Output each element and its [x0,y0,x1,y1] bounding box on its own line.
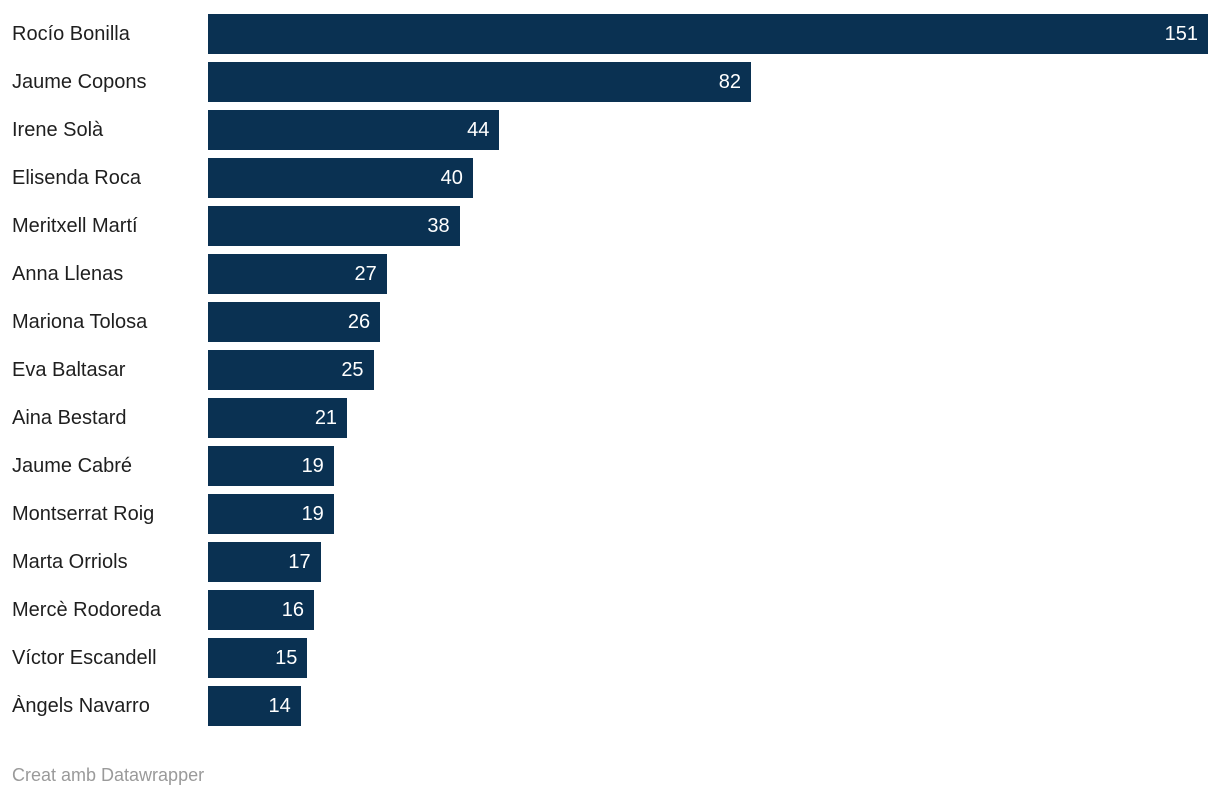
chart-row: Meritxell Martí 38 [0,202,1208,250]
bar-value-label: 82 [718,70,742,93]
bar: 14 [208,686,301,726]
bar: 25 [208,350,374,390]
bar-track: 14 [208,686,1208,726]
bar-track: 19 [208,446,1208,486]
category-label: Meritxell Martí [12,214,138,237]
bar-track: 27 [208,254,1208,294]
category-label: Rocío Bonilla [12,22,130,45]
bar-track: 40 [208,158,1208,198]
bar-track: 151 [208,14,1208,54]
chart-row: Eva Baltasar 25 [0,346,1208,394]
chart-rows: Rocío Bonilla 151 Jaume Copons 82 Irene … [0,10,1208,730]
category-label: Mercè Rodoreda [12,598,161,621]
bar-value-label: 26 [347,310,371,333]
bar-track: 16 [208,590,1208,630]
category-label: Eva Baltasar [12,358,126,381]
bar-value-label: 151 [1164,22,1198,45]
bar: 19 [208,494,334,534]
chart-row: Aina Bestard 21 [0,394,1208,442]
bar-value-label: 44 [467,118,490,141]
bar-value-label: 17 [288,550,311,573]
category-label: Víctor Escandell [12,646,157,669]
category-label: Jaume Cabré [12,454,133,477]
bar: 26 [208,302,381,342]
bar: 21 [208,398,348,438]
chart-row: Mercè Rodoreda 16 [0,586,1208,634]
bar-value-label: 15 [275,646,298,669]
chart-row: Mariona Tolosa 26 [0,298,1208,346]
chart-row: Montserrat Roig 19 [0,490,1208,538]
chart-row: Elisenda Roca 40 [0,154,1208,202]
bar: 40 [208,158,473,198]
category-label: Montserrat Roig [12,502,155,525]
chart-row: Jaume Cabré 19 [0,442,1208,490]
bar-value-label: 27 [354,262,377,285]
chart-row: Víctor Escandell 15 [0,634,1208,682]
chart-row: Marta Orriols 17 [0,538,1208,586]
bar-value-label: 16 [281,598,304,621]
bar-value-label: 14 [268,694,291,717]
bar-track: 38 [208,206,1208,246]
category-label: Irene Solà [12,118,104,141]
bar-track: 17 [208,542,1208,582]
chart-row: Jaume Copons 82 [0,58,1208,106]
category-label: Jaume Copons [12,70,147,93]
chart-row: Anna Llenas 27 [0,250,1208,298]
chart-row: Rocío Bonilla 151 [0,10,1208,58]
bar-value-label: 25 [341,358,364,381]
bar: 16 [208,590,314,630]
bar-value-label: 21 [314,406,338,429]
bar: 44 [208,110,500,150]
bar: 15 [208,638,308,678]
bar-track: 82 [208,62,1208,102]
category-label: Elisenda Roca [12,166,141,189]
category-label: Àngels Navarro [12,694,150,717]
bar-track: 44 [208,110,1208,150]
category-label: Anna Llenas [12,262,124,285]
bar: 82 [208,62,752,102]
bar: 27 [208,254,387,294]
bar: 19 [208,446,334,486]
chart-row: Irene Solà 44 [0,106,1208,154]
bar: 38 [208,206,460,246]
category-label: Aina Bestard [12,406,127,429]
bar-value-label: 19 [301,454,324,477]
bar-value-label: 40 [440,166,463,189]
bar-track: 25 [208,350,1208,390]
bar-track: 26 [208,302,1208,342]
bar-value-label: 38 [427,214,450,237]
bar-track: 21 [208,398,1208,438]
bar-value-label: 19 [301,502,324,525]
category-label: Mariona Tolosa [12,310,148,333]
datawrapper-credit[interactable]: Creat amb Datawrapper [12,765,205,785]
bar-track: 15 [208,638,1208,678]
bar: 151 [208,14,1208,54]
chart-row: Àngels Navarro 14 [0,682,1208,730]
bar-track: 19 [208,494,1208,534]
bar: 17 [208,542,321,582]
category-label: Marta Orriols [12,550,128,573]
